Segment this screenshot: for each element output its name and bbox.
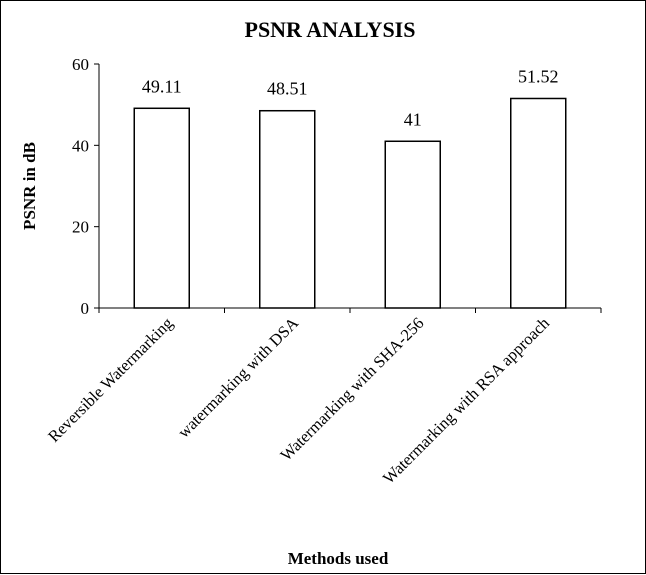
bar [259,109,316,309]
category-label: watermarking with DSA [174,313,302,441]
y-axis-label: PSNR in dB [20,142,39,230]
plot-area: 0 20 40 60 49.11 Reversible Watermarking 48.51… [44,55,602,488]
y-tick-label: 0 [81,299,90,318]
x-axis-label: Methods used [288,549,389,568]
data-label: 41 [404,109,422,129]
data-label: 51.52 [518,66,559,86]
data-label: 48.51 [267,79,308,99]
bar [384,140,441,309]
y-tick-label: 40 [72,136,89,155]
data-label: 49.11 [142,76,182,96]
bar [133,107,190,309]
y-tick-label: 60 [72,55,89,74]
y-tick-label: 20 [72,218,89,237]
bar [510,97,567,309]
chart-title: PSNR ANALYSIS [245,17,416,42]
category-label: Reversible Watermarking [44,313,176,445]
category-label: Watermarking with SHA-256 [276,313,427,464]
